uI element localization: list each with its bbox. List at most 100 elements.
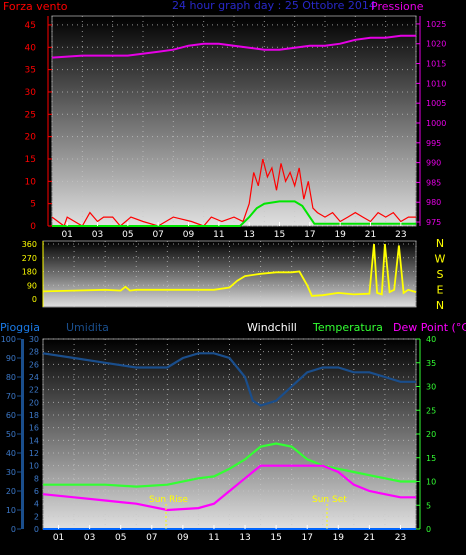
rain-scale-bar	[21, 339, 24, 529]
x-tick-label: 21	[364, 533, 375, 543]
temperature-tick-label: 30	[29, 335, 39, 344]
temperature-tick-label: 14	[29, 436, 39, 445]
pressure-tick-label: 1010	[426, 79, 446, 88]
humidity-tick-label: 40	[6, 449, 16, 458]
direction-tick-label: 360	[22, 240, 37, 249]
humidity-tick-label: 100	[1, 335, 16, 344]
compass-label: N	[436, 299, 444, 312]
x-tick-label: 11	[213, 230, 224, 240]
humidity-tick-label: 20	[6, 487, 16, 496]
wind-direction-panel: 0 90 180 270 360	[22, 240, 417, 308]
x-tick-label: 17	[304, 230, 315, 240]
compass-label: W	[435, 253, 446, 266]
right-tick-label: 40	[426, 335, 436, 344]
dewpoint-line	[42, 464, 416, 512]
right-tick-label: 35	[426, 359, 436, 368]
x-tick-label: 03	[92, 230, 103, 240]
wind-tick-label: 15	[25, 155, 36, 165]
x-tick-label: 15	[274, 230, 285, 240]
windchill-legend: Windchill	[247, 321, 297, 334]
temperature-tick-label: 16	[29, 424, 39, 433]
x-tick-label: 01	[53, 533, 64, 543]
wind-average-line	[52, 200, 416, 227]
humidity-tick-label: 50	[6, 430, 16, 439]
wind-tick-label: 35	[25, 66, 36, 76]
temperature-panel: 0246810121416182022242628300102030405060…	[1, 335, 436, 543]
temperature-tick-label: 20	[29, 398, 39, 407]
rain-legend: Pioggia	[0, 321, 40, 334]
x-tick-label: 07	[152, 230, 163, 240]
x-tick-label: 07	[146, 533, 157, 543]
pressure-tick-label: 1020	[426, 40, 446, 49]
wind-axis-label: Forza vento	[3, 0, 68, 13]
direction-tick-label: 0	[32, 295, 37, 304]
temperature-tick-label: 6	[34, 487, 39, 496]
humidity-legend: Umidita	[66, 321, 109, 334]
temperature-tick-label: 8	[34, 474, 39, 483]
temperature-tick-label: 26	[29, 360, 39, 369]
humidity-tick-label: 70	[6, 392, 16, 401]
temperature-grid	[42, 338, 417, 530]
pressure-tick-label: 1000	[426, 119, 446, 128]
graph-title: 24 hour graph day : 25 Ottobre 2014	[172, 0, 376, 12]
x-tick-label: 19	[334, 230, 346, 240]
wind-speed-line	[51, 158, 416, 227]
x-tick-label: 09	[183, 230, 195, 240]
temperature-tick-label: 22	[29, 386, 39, 395]
direction-tick-label: 90	[27, 281, 37, 290]
dewpoint-legend: Dew Point (°C)	[393, 321, 466, 334]
right-tick-label: 15	[426, 454, 436, 463]
pressure-tick-label: 995	[426, 139, 441, 148]
direction-tick-label: 180	[22, 268, 37, 277]
pressure-tick-label: 990	[426, 159, 441, 168]
x-tick-label: 03	[84, 533, 95, 543]
right-tick-label: 10	[426, 478, 436, 487]
x-tick-label: 11	[208, 533, 219, 543]
humidity-tick-label: 80	[6, 373, 16, 382]
humidity-tick-label: 0	[11, 525, 16, 534]
temperature-ticks: 0246810121416182022242628300102030405060…	[1, 335, 436, 543]
wind-tick-label: 45	[25, 21, 36, 31]
pressure-tick-label: 985	[426, 178, 441, 187]
compass-label: N	[436, 237, 444, 250]
wind-pressure-ticks: 0510152025303540459759809859909951000100…	[25, 16, 446, 240]
temperature-line	[43, 442, 416, 488]
temperature-tick-label: 4	[34, 500, 39, 509]
x-tick-label: 09	[177, 533, 189, 543]
pressure-line	[51, 34, 416, 59]
x-tick-label: 13	[243, 230, 254, 240]
x-tick-label: 01	[61, 230, 72, 240]
wind-tick-label: 25	[25, 110, 36, 120]
right-tick-label: 25	[426, 406, 436, 415]
wind-pressure-series	[51, 34, 416, 227]
x-tick-label: 13	[239, 533, 250, 543]
compass-label: S	[437, 268, 444, 281]
compass-label: E	[437, 284, 444, 297]
wind-tick-label: 10	[25, 177, 37, 187]
temperature-tick-label: 24	[29, 373, 39, 382]
wind-tick-label: 5	[30, 200, 36, 210]
temperature-tick-label: 18	[29, 411, 39, 420]
right-tick-label: 5	[426, 501, 431, 510]
wind-direction-ticks: 0 90 180 270 360	[22, 240, 44, 307]
temperature-tick-label: 10	[29, 462, 39, 471]
humidity-line	[42, 352, 416, 407]
x-tick-label: 17	[301, 533, 312, 543]
wind-direction-plot-area	[42, 240, 417, 308]
humidity-tick-label: 10	[6, 506, 16, 515]
pressure-tick-label: 975	[426, 218, 441, 227]
temperature-tick-label: 0	[34, 525, 39, 534]
right-tick-label: 0	[426, 525, 431, 534]
sunset-label: Sun Set	[312, 495, 347, 505]
wind-direction-series	[42, 243, 417, 297]
sunrise-label: Sun Rise	[149, 495, 188, 505]
x-tick-label: 19	[333, 533, 345, 543]
pressure-tick-label: 1005	[426, 99, 446, 108]
temperature-tick-label: 28	[29, 348, 39, 357]
right-tick-label: 20	[426, 430, 436, 439]
wind-tick-label: 30	[25, 88, 37, 98]
right-tick-label: 30	[426, 383, 436, 392]
x-tick-label: 05	[115, 533, 126, 543]
